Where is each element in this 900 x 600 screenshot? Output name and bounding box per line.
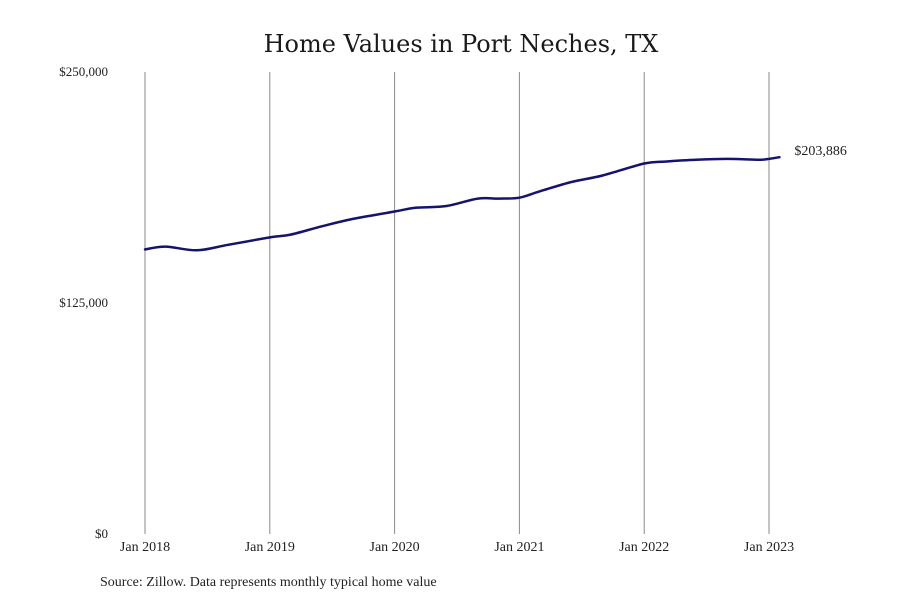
end-value-label: $203,886 <box>794 144 847 159</box>
source-note: Source: Zillow. Data represents monthly … <box>100 575 437 590</box>
x-tick-label: Jan 2018 <box>120 540 170 555</box>
x-tick-label: Jan 2022 <box>619 540 669 555</box>
x-tick-label: Jan 2023 <box>744 540 794 555</box>
series-layer: $203,886 <box>143 144 847 252</box>
x-tick-label: Jan 2020 <box>370 540 420 555</box>
y-axis-ticks: $0 $125,000 $250,000 <box>59 64 108 541</box>
y-tick-label: $250,000 <box>59 64 108 79</box>
y-tick-label: $125,000 <box>59 295 108 310</box>
x-tick-label: Jan 2019 <box>245 540 295 555</box>
x-axis-ticks: Jan 2018 Jan 2019 Jan 2020 Jan 2021 Jan 2022… <box>120 540 794 555</box>
chart-title: Home Values in Port Neches, TX <box>264 30 659 58</box>
y-tick-label: $0 <box>95 526 108 541</box>
gridlines <box>144 72 770 534</box>
x-tick-label: Jan 2021 <box>494 540 544 555</box>
series-line <box>143 155 781 252</box>
